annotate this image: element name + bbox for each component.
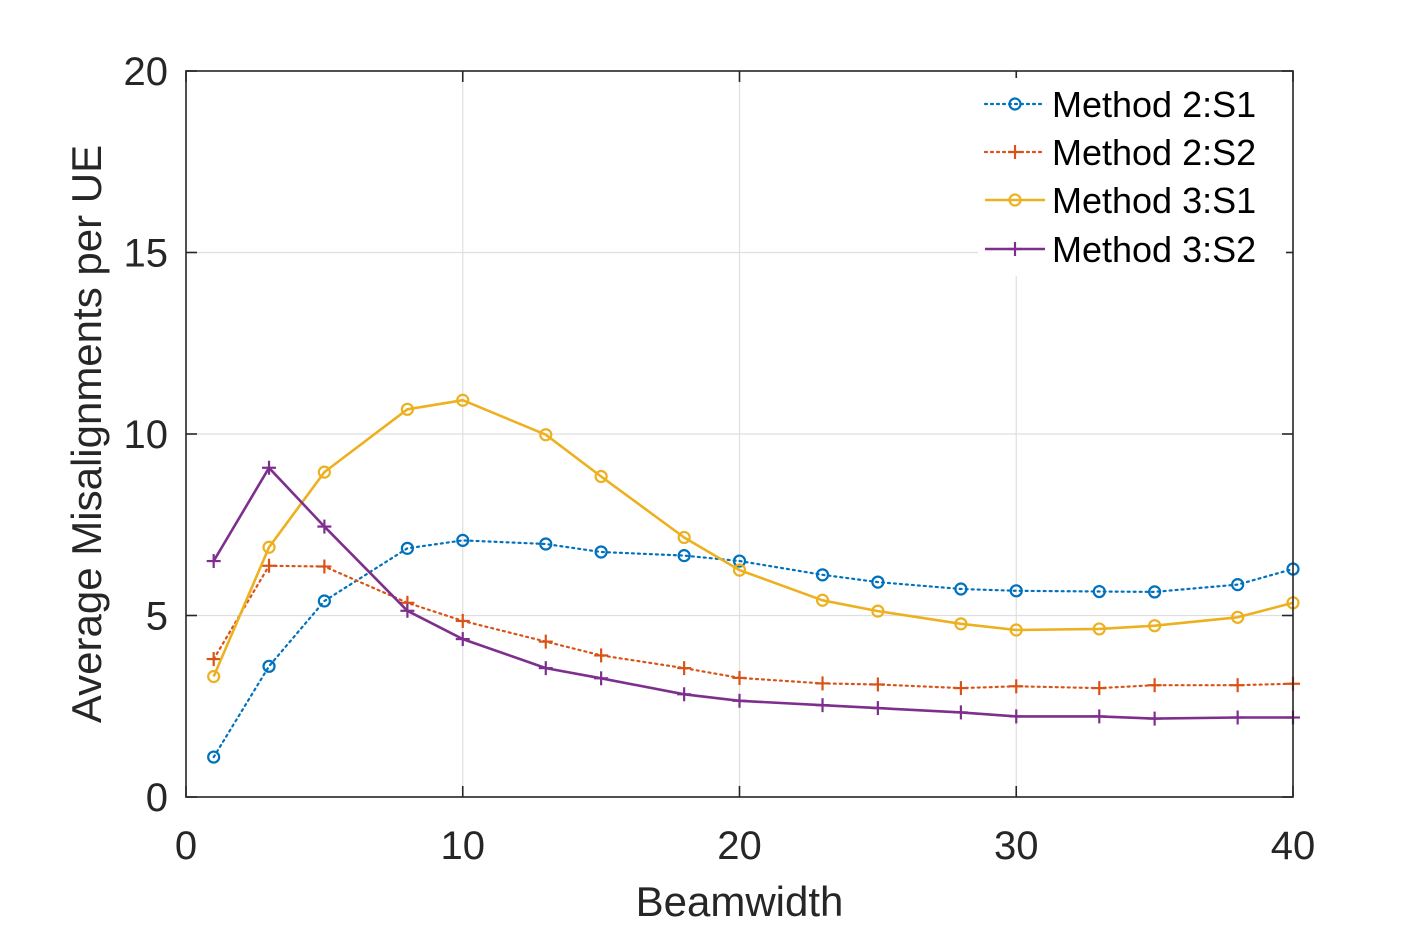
data-point [400,541,414,555]
y-tick-label: 0 [146,776,168,820]
data-point [1147,678,1162,693]
x-tick-label: 10 [441,824,486,868]
data-point [539,537,553,551]
legend-entry: Method 2:S2 [983,132,1256,173]
data-point [262,540,276,554]
data-point [1009,709,1024,724]
legend-label: Method 3:S2 [1052,229,1256,270]
x-tick-label: 0 [175,824,197,868]
data-point [954,617,968,631]
data-point [1230,678,1245,693]
data-point [871,604,885,618]
legend-label: Method 2:S1 [1052,84,1256,125]
data-point [1092,622,1106,636]
legend: Method 2:S1 Method 2:S2 Method 3:S1 Method … [978,78,1286,276]
data-point [262,659,276,673]
data-point [456,533,470,547]
data-point [732,554,747,568]
data-point [455,613,470,628]
data-point [207,750,221,764]
data-point [732,563,747,577]
data-point [456,393,470,407]
data-point [317,559,332,574]
y-tick-label: 15 [124,232,169,276]
data-point [207,669,221,684]
data-point [1009,679,1024,694]
data-point [677,661,692,676]
data-point [1009,584,1023,598]
data-point [594,671,609,686]
legend-label: Method 3:S1 [1052,180,1256,221]
data-point [815,568,830,582]
ticks-layer: 0 10 20 30 40 0 5 10 15 20 [124,50,1316,868]
data-point [677,687,692,702]
y-tick-label: 5 [146,595,168,639]
y-axis-label: Average Misalignments per UE [63,145,110,723]
data-point [1092,584,1106,599]
x-axis-label: Beamwidth [636,878,844,925]
data-point [539,428,553,442]
data-point [677,549,691,563]
data-point [732,693,747,708]
data-point [206,652,221,667]
y-tick-label: 10 [124,413,169,457]
series-line [212,398,1294,678]
x-tick-label: 40 [1271,824,1316,868]
legend-box [978,78,1286,276]
data-point [1231,578,1245,592]
data-point [1230,710,1245,725]
data-point [400,402,414,416]
series-method-3-s1 [207,393,1300,684]
data-point [317,594,331,608]
data-point [538,634,553,649]
data-point [1092,681,1107,696]
data-point [538,661,553,676]
data-point [594,545,608,559]
data-point [732,670,747,685]
data-point [870,701,885,716]
data-point [1147,711,1162,726]
data-point [262,558,277,573]
data-point [317,465,331,479]
data-point [953,705,968,720]
legend-marker [1008,145,1022,159]
x-tick-label: 20 [717,824,762,868]
data-point [400,603,415,618]
data-point [953,681,968,696]
legend-marker [1008,97,1022,111]
data-point [206,554,221,569]
series-layer [206,393,1300,764]
series-method-2-s1 [207,533,1300,764]
data-point [870,677,885,692]
legend-marker [1008,193,1022,207]
data-point [594,648,609,663]
data-point [1148,619,1162,633]
y-tick-label: 20 [124,50,169,94]
data-point [954,582,968,596]
legend-entry: Method 2:S1 [983,84,1256,125]
data-point [594,469,608,484]
legend-entry: Method 3:S1 [985,180,1256,221]
data-point [1009,623,1023,637]
data-point [1092,709,1107,724]
data-point [455,632,470,647]
data-point [262,460,277,475]
legend-marker [1008,242,1022,256]
series-line [212,539,1295,759]
data-point [317,519,332,534]
data-point [677,530,691,545]
data-point [815,593,830,607]
series-method-2-s2 [206,558,1300,696]
x-tick-label: 30 [994,824,1039,868]
legend-label: Method 2:S2 [1052,132,1256,173]
data-point [1231,610,1245,624]
data-point [815,676,830,691]
legend-entry: Method 3:S2 [985,229,1256,270]
data-point [871,575,885,589]
data-point [1148,585,1162,599]
data-point [815,698,830,713]
